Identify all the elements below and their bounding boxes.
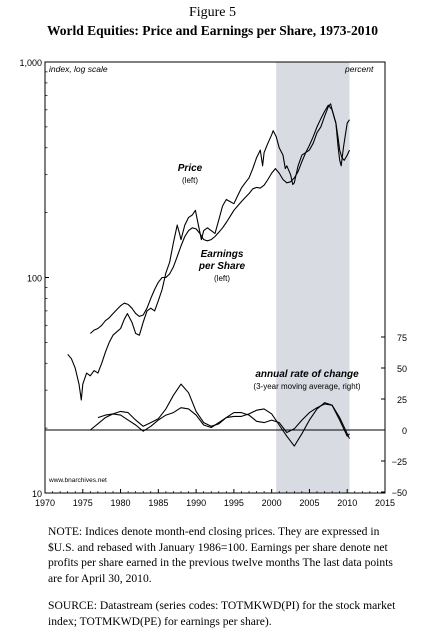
figure-title: World Equities: Price and Earnings per S… — [46, 23, 379, 38]
right-tick-label: 25 — [397, 395, 407, 405]
right-axis-label: percent — [344, 64, 374, 74]
series-line-2 — [89, 104, 350, 334]
left-tick-label: 100 — [27, 274, 42, 284]
series-line-4 — [97, 403, 350, 439]
shaded-period — [276, 62, 350, 493]
chart: 10 100 1,000 75 50 25 0 −25 −50 1970 1975 1980 198… — [19, 58, 407, 508]
source-paragraph: SOURCE: Datastream (series codes: TOTMKW… — [48, 599, 396, 628]
x-tick-label: 1990 — [186, 498, 206, 508]
left-axis-label: index, log scale — [49, 64, 108, 74]
series-line-1 — [67, 103, 350, 401]
note-text: NOTE: Indices denote month-end closing p… — [48, 524, 408, 586]
figure-label: Figure 5 — [188, 5, 237, 20]
right-axis: 75 50 25 0 −25 −50 — [381, 333, 407, 498]
x-tick-label: 1985 — [148, 498, 168, 508]
earnings-sublabel: (left) — [214, 274, 230, 283]
right-tick-label: −50 — [392, 488, 407, 498]
right-tick-label: −25 — [392, 457, 407, 467]
change-label: annual rate of change — [255, 369, 359, 380]
x-tick-label: 1995 — [224, 498, 244, 508]
change-sublabel: (3-year moving average, right) — [253, 382, 360, 391]
left-tick-label: 10 — [32, 489, 42, 499]
earnings-label-2: per Share — [198, 261, 246, 272]
plot-frame — [44, 61, 386, 494]
source-text: SOURCE: Datastream (series codes: TOTMKW… — [48, 598, 408, 629]
series-layer — [67, 103, 350, 447]
x-tick-label: 1970 — [35, 498, 55, 508]
right-tick-label: 50 — [397, 364, 407, 374]
x-tick-label: 2010 — [337, 498, 357, 508]
x-tick-label: 1975 — [73, 498, 93, 508]
x-tick-label: 2000 — [262, 498, 282, 508]
price-sublabel: (left) — [182, 176, 198, 185]
price-label: Price — [178, 163, 203, 174]
right-tick-label: 75 — [397, 333, 407, 343]
x-tick-label: 1980 — [111, 498, 131, 508]
earnings-label: Earnings — [201, 249, 244, 260]
left-tick-label: 1,000 — [19, 58, 42, 68]
x-tick-label: 2005 — [299, 498, 319, 508]
credit-text: www.bnarchives.net — [48, 477, 107, 484]
note-paragraph: NOTE: Indices denote month-end closing p… — [48, 525, 393, 585]
x-tick-label: 2015 — [375, 498, 395, 508]
x-axis: 1970 1975 1980 1985 1990 1995 2000 2005 2010 2015 — [35, 489, 395, 508]
right-tick-label: 0 — [402, 426, 407, 436]
